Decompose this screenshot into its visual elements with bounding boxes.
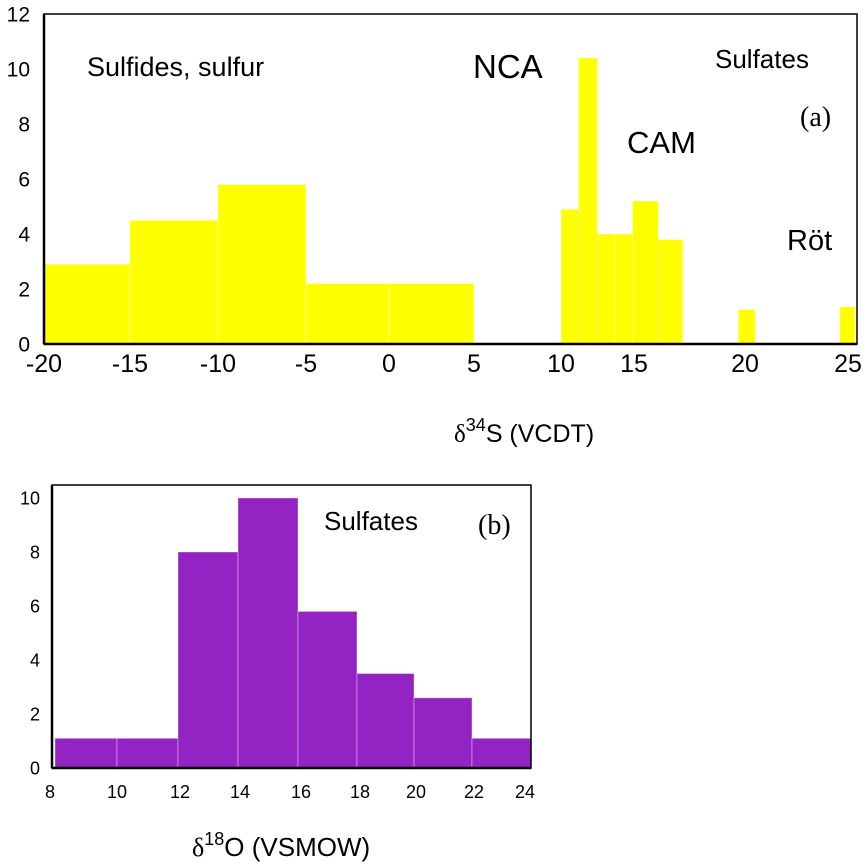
x-axis-label-a: δ34S (VCDT) — [454, 415, 594, 448]
y-tick-label: 2 — [18, 278, 30, 301]
annotation-sulfates-a: Sulfates — [715, 44, 809, 74]
y-tick-label: 12 — [7, 3, 30, 26]
x-tick-label: -20 — [26, 350, 62, 378]
x-tick-label: -15 — [112, 350, 148, 378]
histogram-bar-5 — [356, 673, 415, 769]
histogram-bar-9 — [632, 200, 659, 345]
y-tick-label: 4 — [18, 223, 30, 246]
y-tick-label: 8 — [18, 113, 30, 136]
panel-label-b: (b) — [478, 510, 511, 541]
x-tick-label: 20 — [406, 782, 426, 802]
x-tick-label: 8 — [45, 782, 55, 802]
histogram-bar-10 — [657, 239, 684, 345]
y-tick-label: 10 — [20, 488, 40, 508]
y-tick-label: 6 — [18, 168, 30, 191]
annotation-sulfides: Sulfides, sulfur — [87, 52, 264, 82]
y-tick-label: 6 — [30, 596, 40, 616]
x-tick-label: 22 — [464, 782, 484, 802]
histogram-bar-0 — [43, 263, 131, 345]
x-axis-label-b: δ18O (VSMOW) — [192, 829, 370, 862]
histogram-bar-7 — [597, 233, 616, 345]
x-tick-label: 24 — [515, 782, 535, 802]
histogram-bar-11 — [737, 309, 756, 345]
x-tick-label: -5 — [295, 350, 317, 378]
histogram-bar-0 — [54, 737, 118, 769]
y-tick-label: 4 — [30, 650, 40, 670]
x-tick-label: 18 — [350, 782, 370, 802]
histogram-bar-3 — [237, 497, 299, 769]
x-tick-label: 12 — [170, 782, 190, 802]
x-tick-label: 20 — [731, 350, 759, 378]
histogram-bar-4 — [297, 610, 358, 769]
histogram-bar-5 — [560, 208, 580, 345]
histogram-bar-3 — [305, 283, 390, 345]
histogram-bar-6 — [413, 697, 473, 769]
histogram-bar-6 — [578, 57, 599, 345]
x-tick-label: -10 — [200, 350, 236, 378]
y-tick-label: 0 — [30, 758, 40, 778]
annotation-rot: Röt — [787, 225, 832, 257]
x-tick-label: 14 — [230, 782, 250, 802]
x-tick-label: 0 — [382, 350, 396, 378]
y-tick-label: 8 — [30, 542, 40, 562]
panel-label-a: (a) — [800, 102, 831, 133]
panel-a: 0 2 4 6 8 10 12 -20 -15 -10 -5 0 5 10 15 20 25 — [7, 3, 862, 378]
histogram-bar-8 — [614, 233, 634, 345]
x-tick-label: 25 — [834, 350, 862, 378]
x-tick-label: 5 — [467, 350, 481, 378]
histogram-bar-1 — [116, 737, 179, 769]
x-tick-label: 10 — [107, 782, 127, 802]
y-tick-label: 2 — [30, 704, 40, 724]
x-tick-label: 16 — [291, 782, 311, 802]
histogram-bar-2 — [177, 551, 239, 769]
x-tick-label: 15 — [620, 350, 648, 378]
y-tick-label: 0 — [18, 333, 30, 356]
histogram-bar-4 — [388, 283, 475, 345]
histogram-bar-2 — [217, 184, 307, 345]
histogram-bar-1 — [129, 219, 219, 345]
annotation-sulfates-b: Sulfates — [324, 506, 418, 536]
x-tick-label: 10 — [547, 350, 575, 378]
y-tick-label: 10 — [7, 58, 30, 81]
annotation-nca: NCA — [473, 48, 543, 85]
annotation-cam: CAM — [627, 125, 696, 160]
histogram-bar-12 — [839, 306, 856, 345]
histogram-bar-7 — [471, 737, 532, 769]
